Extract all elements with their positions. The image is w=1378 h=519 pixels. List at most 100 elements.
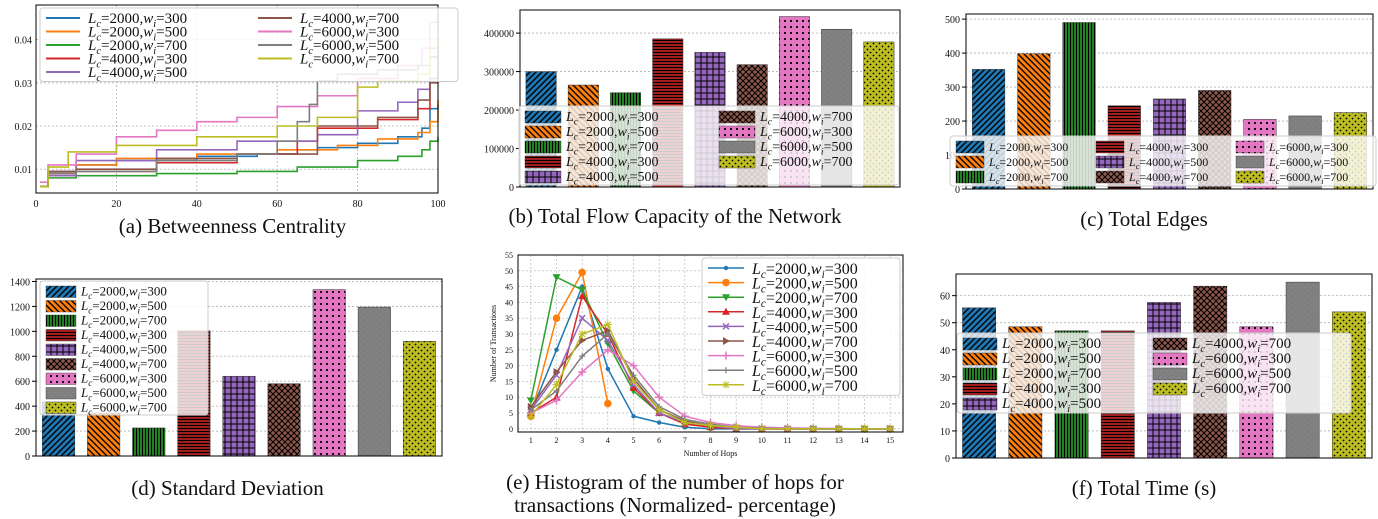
legend-label: Lc=2000,wi=700 [751, 290, 858, 310]
point-marker [680, 418, 689, 427]
x-tick-label: 13 [835, 436, 843, 445]
point-marker [706, 421, 715, 430]
bar-8 [357, 306, 391, 457]
y-tick-label: 400 [945, 49, 960, 60]
legend-label: Lc=4000,wi=700 [759, 110, 853, 128]
legend-label: Lc=6000,wi=500 [751, 363, 858, 383]
legend-swatch [962, 352, 998, 366]
legend-label: Lc=6000,wi=700 [1191, 381, 1291, 400]
legend-label: Lc=4000,wi=700 [1191, 336, 1291, 355]
series-line-3 [40, 136, 439, 188]
point-marker [757, 424, 766, 433]
point-marker [723, 337, 730, 345]
legend-label: Lc=6000,wi=500 [1191, 366, 1291, 385]
panel-betweenness-centrality: 0.01 0.02 0.03 0.04 0 20 40 60 80 100 Lc=2000,wi=3… [0, 0, 459, 250]
x-tick-label: 12 [809, 436, 817, 445]
x-tick-label: 15 [886, 436, 894, 445]
legend-box [949, 135, 1377, 187]
x-tick-label: 8 [709, 436, 713, 445]
chart-betweenness-centrality: 0.01 0.02 0.03 0.04 0 20 40 60 80 100 Lc=2000,wi=3… [15, 4, 459, 210]
point-marker [630, 372, 637, 379]
caption-b: (b) Total Flow Capacity of the Network [508, 204, 842, 228]
x-tick-label: 1 [529, 436, 533, 445]
point-marker [578, 330, 587, 339]
legend-box [518, 105, 900, 186]
x-tick-label: 4 [606, 436, 610, 445]
legend-label: Lc=6000,wi=700 [759, 155, 853, 173]
point-marker [579, 353, 586, 360]
legend-label: Lc=4000,wi=300 [751, 305, 858, 325]
point-marker [578, 314, 586, 322]
legend-label: Lc=6000,wi=700 [80, 400, 167, 417]
legend-label: Lc=2000,wi=700 [1001, 366, 1101, 385]
y-tick-label: 40 [505, 298, 513, 307]
legend-swatch [1152, 367, 1188, 381]
x-tick-label: 60 [272, 199, 282, 210]
legend-swatch [955, 170, 985, 184]
y-axis-label: Number of Transactions [489, 305, 498, 382]
point-marker [603, 320, 612, 329]
point-marker [552, 314, 561, 323]
legend-label: Lc=2000,wi=700 [988, 170, 1068, 186]
chart-total-edges: 0100200300400500Lc=2000,wi=300Lc=2000,wi… [945, 13, 1377, 196]
plot-frame [35, 4, 439, 194]
plot-frame [965, 13, 1374, 190]
legend-label: Lc=2000,wi=500 [87, 25, 187, 44]
point-marker [655, 393, 664, 402]
y-tick-label: 20 [940, 400, 950, 411]
point-marker [578, 286, 587, 294]
legend-label: Lc=2000,wi=700 [80, 313, 167, 330]
legend-label: Lc=4000,wi=700 [1128, 170, 1208, 186]
y-tick-label: 600 [15, 377, 30, 388]
point-marker [722, 307, 730, 315]
legend-label: Lc=4000,wi=700 [751, 334, 858, 354]
legend-label: Lc=6000,wi=300 [751, 349, 858, 369]
point-marker [554, 347, 559, 353]
legend-label: Lc=4000,wi=500 [1128, 155, 1208, 171]
plot-frame [519, 9, 901, 188]
y-tick-label: 45 [505, 283, 513, 292]
legend-label: Lc=6000,wi=700 [299, 52, 399, 71]
caption-a: (a) Betweenness Centrality [118, 214, 347, 238]
point-marker [526, 412, 535, 421]
legend-swatch [45, 387, 77, 400]
point-marker [604, 331, 611, 338]
panel-hops-histogram: 0 5 10 15 20 25 30 35 40 45 50 55 1 2 3 4 5 6 7 8 9 10 11 12 13 1… [440, 245, 910, 519]
series-line-2 [40, 100, 439, 188]
point-marker [631, 413, 636, 419]
x-tick-label: 40 [192, 199, 202, 210]
legend-label: Lc=4000,wi=300 [1001, 381, 1101, 400]
point-marker [629, 361, 638, 370]
x-tick-label: 6 [657, 436, 661, 445]
legend-swatch [524, 140, 562, 154]
point-marker [834, 424, 843, 433]
y-tick-label: 0 [25, 452, 30, 463]
y-tick-label: 15 [505, 377, 513, 386]
legend-swatch [718, 110, 756, 124]
point-marker [579, 336, 587, 345]
legend-swatch [1235, 155, 1265, 169]
legend-swatch [1095, 140, 1125, 154]
y-tick-label: 0 [509, 183, 514, 194]
legend-label: Lc=6000,wi=300 [80, 371, 167, 388]
point-marker [809, 424, 818, 433]
point-marker [605, 366, 611, 371]
point-marker [629, 383, 638, 391]
legend-swatch [1152, 337, 1188, 351]
legend-swatch [45, 358, 77, 371]
point-marker [886, 424, 895, 433]
legend-swatch [1152, 382, 1188, 396]
x-tick-label: 11 [784, 436, 792, 445]
legend-swatch [962, 397, 998, 411]
point-marker [722, 380, 730, 389]
legend-swatch [45, 401, 77, 414]
y-tick-label: 100000 [484, 145, 514, 156]
x-tick-label: 100 [431, 199, 446, 210]
legend-label: Lc=2000,wi=500 [80, 298, 167, 315]
x-axis-label: Number of Hops [684, 449, 738, 458]
point-marker [722, 294, 730, 302]
legend-label: Lc=2000,wi=300 [988, 140, 1068, 156]
legend-label: Lc=2000,wi=500 [751, 276, 858, 296]
y-tick-label: 1400 [10, 277, 30, 288]
legend-label: Lc=6000,wi=700 [1268, 170, 1348, 186]
